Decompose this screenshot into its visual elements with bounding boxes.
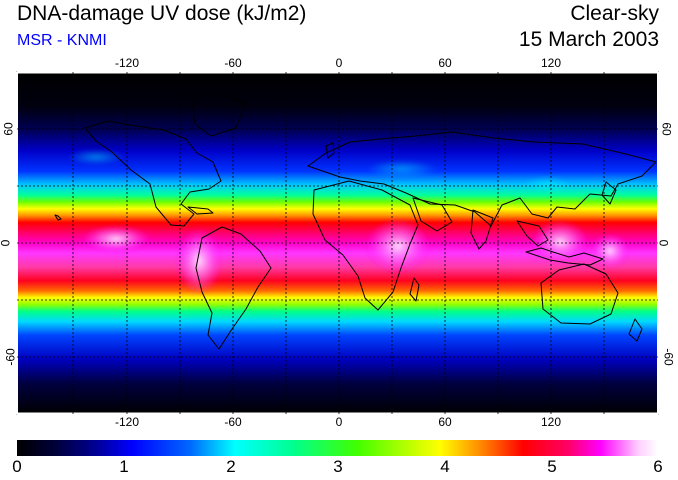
south-america-outline — [195, 226, 272, 350]
sky-condition: Clear-sky — [570, 2, 659, 25]
top-longitude-tick-120e: 120 — [540, 56, 562, 70]
top-longitude-tick-60e: 60 — [438, 56, 452, 70]
right-latitude-tick-60s: -60 — [661, 348, 676, 366]
bottom-longitude-tick-120w: -120 — [114, 415, 140, 429]
top-longitude-tick-60w: -60 — [224, 56, 242, 70]
india-outline — [470, 209, 494, 250]
uk-outline — [325, 142, 335, 159]
europe-asia-outline — [307, 131, 657, 227]
colorbar-tick-6: 6 — [653, 457, 663, 476]
left-latitude-tick-0: 0 — [0, 240, 12, 247]
colorbar-tick-1: 1 — [119, 457, 129, 476]
top-longitude-tick-0: 0 — [335, 56, 343, 70]
right-latitude-tick-0: 0 — [656, 239, 671, 247]
new-zealand-outline — [628, 318, 643, 342]
left-latitude-tick-60n: 60 — [1, 122, 16, 136]
colorbar-tick-2: 2 — [226, 457, 236, 476]
japan-outline — [601, 181, 617, 205]
arabia-outline — [412, 197, 453, 232]
continent-outlines — [54, 92, 657, 350]
right-latitude-tick-60n: 60 — [659, 122, 674, 136]
map-source: MSR - KNMI — [17, 32, 107, 49]
bottom-longitude-tick-0: 0 — [335, 415, 343, 429]
bottom-longitude-tick-120e: 120 — [540, 415, 562, 429]
colorbar-tick-5: 5 — [547, 457, 557, 476]
madagascar-outline — [409, 277, 420, 302]
colorbar-tick-3: 3 — [333, 457, 343, 476]
africa-outline — [312, 180, 419, 311]
map-title: DNA-damage UV dose (kJ/m2) — [17, 2, 307, 25]
caribbean-outline — [187, 206, 214, 215]
australia-outline — [540, 263, 619, 325]
map-date: 15 March 2003 — [518, 28, 659, 51]
southeast-asia-outline — [516, 220, 549, 247]
colorbar-tick-0: 0 — [12, 457, 22, 476]
bottom-longitude-tick-60e: 60 — [438, 415, 452, 429]
hawaii-outline — [54, 214, 62, 221]
uv-colorbar — [17, 440, 658, 456]
left-latitude-tick-60s: -60 — [3, 348, 18, 366]
greenland-outline — [190, 92, 246, 137]
colorbar-tick-4: 4 — [440, 457, 450, 476]
bottom-longitude-tick-60w: -60 — [224, 415, 242, 429]
top-longitude-tick-120w: -120 — [114, 56, 140, 70]
indonesia-islands-outline — [525, 247, 604, 266]
north-america-outline — [84, 120, 222, 227]
